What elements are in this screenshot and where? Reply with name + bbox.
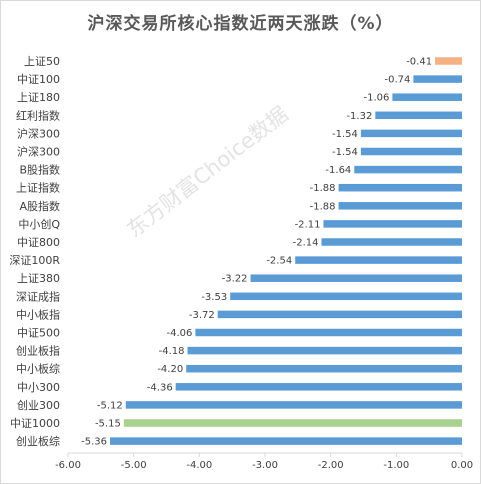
category-label: 中证100 [17, 73, 60, 86]
value-label: -4.20 [157, 364, 183, 375]
x-tick-label: 0.00 [451, 460, 473, 471]
category-label: 红利指数 [16, 108, 60, 122]
bar [354, 165, 462, 174]
value-label: -3.72 [189, 310, 215, 321]
value-label: -1.54 [332, 129, 358, 140]
category-label: 上证380 [17, 272, 60, 285]
bar [125, 401, 462, 409]
bar [110, 437, 462, 445]
bar [175, 383, 462, 391]
value-label: -5.15 [95, 419, 121, 430]
bar [375, 111, 462, 120]
category-label: 创业板指 [16, 344, 60, 358]
bar [360, 129, 462, 138]
bar [338, 202, 462, 210]
category-label: 沪深300 [17, 126, 60, 140]
value-label: -3.22 [222, 274, 248, 285]
bar [195, 328, 463, 337]
category-label: A股指数 [19, 199, 60, 213]
x-tick-label: -2.00 [318, 460, 344, 471]
category-label: 深证100R [9, 254, 60, 267]
value-label: -1.32 [346, 111, 372, 122]
value-label: -1.64 [325, 165, 351, 176]
category-label: 创业300 [17, 399, 60, 412]
bar [230, 292, 462, 301]
value-label: -1.88 [310, 183, 336, 194]
category-label: 中小板综 [16, 362, 60, 376]
value-label: -3.53 [201, 292, 227, 303]
value-label: -4.18 [159, 346, 185, 357]
category-label: 深证成指 [16, 289, 60, 303]
bar [413, 75, 462, 83]
category-label: 上证指数 [16, 181, 60, 195]
category-label: B股指数 [19, 163, 60, 177]
category-label: 沪深300 [17, 145, 60, 159]
value-label: -4.36 [147, 382, 173, 393]
bar [217, 310, 462, 319]
value-label: -4.06 [167, 328, 193, 339]
bar [323, 220, 462, 228]
bar [321, 238, 462, 246]
value-label: -1.88 [310, 201, 336, 212]
bar [392, 93, 462, 101]
bar [338, 183, 462, 192]
bar [186, 364, 462, 373]
category-label: 上证180 [17, 91, 60, 104]
category-label: 中证1000 [10, 417, 60, 430]
value-label: -2.11 [295, 219, 321, 230]
value-label: -1.06 [364, 93, 390, 104]
category-label: 中小板指 [16, 307, 60, 321]
value-label: -1.54 [332, 147, 358, 158]
value-label: -2.14 [293, 238, 319, 249]
bar [250, 274, 462, 282]
x-tick-label: -4.00 [186, 460, 212, 471]
bar [435, 57, 462, 65]
x-tick-label: -1.00 [383, 460, 409, 471]
bar [187, 346, 462, 355]
category-label: 中证800 [17, 236, 60, 249]
x-tick-label: -5.00 [121, 460, 147, 471]
value-label: -5.12 [97, 400, 123, 411]
category-label: 中证500 [17, 327, 60, 340]
bar [295, 256, 462, 264]
x-tick-label: -3.00 [252, 460, 278, 471]
x-tick-label: -6.00 [55, 460, 81, 471]
value-label: -5.36 [81, 437, 107, 448]
bar [360, 147, 462, 156]
category-label: 上证50 [24, 55, 60, 68]
category-label: 创业板综 [16, 434, 60, 448]
category-label: 中小创Q [18, 218, 60, 231]
category-label: 中小300 [17, 381, 60, 394]
value-label: -2.54 [266, 256, 292, 267]
chart-title: 沪深交易所核心指数近两天涨跌（%） [87, 14, 394, 34]
bar [123, 419, 463, 427]
value-label: -0.41 [406, 57, 432, 68]
value-label: -0.74 [385, 75, 411, 86]
